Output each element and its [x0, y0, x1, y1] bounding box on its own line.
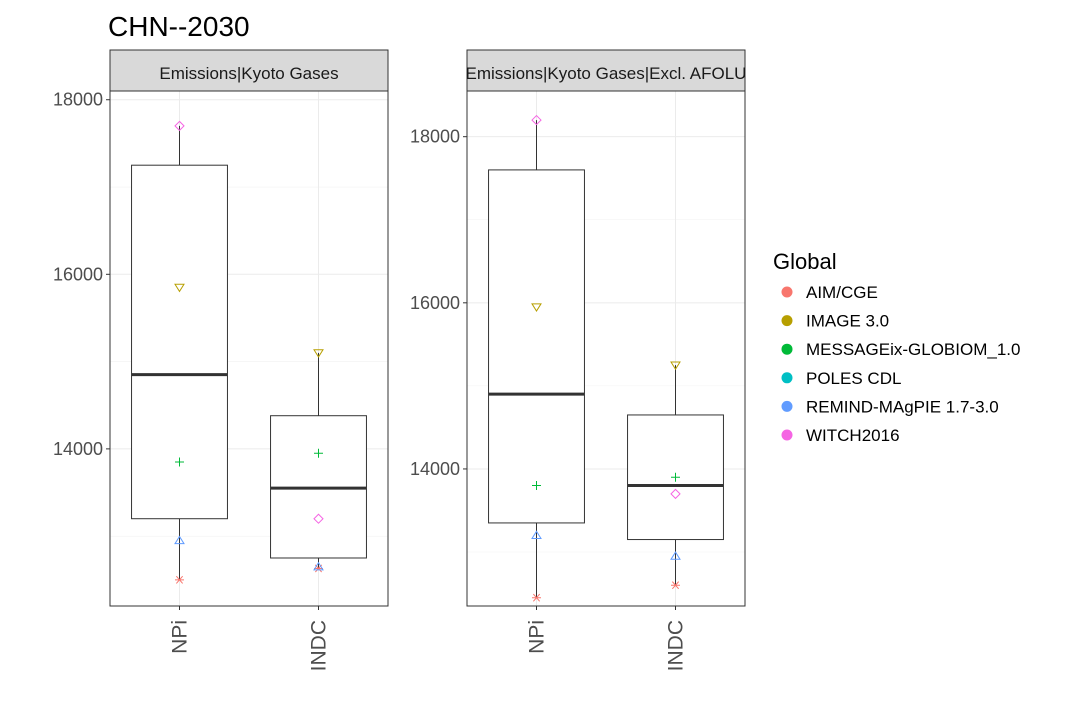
legend-label: IMAGE 3.0	[806, 312, 889, 331]
legend-label: POLES CDL	[806, 369, 901, 388]
data-point	[313, 561, 324, 571]
facet-strip	[466, 49, 746, 92]
legend-key	[781, 343, 793, 355]
boxplot	[131, 125, 228, 580]
boxplot	[270, 352, 367, 569]
y-tick-label: 14000	[410, 459, 460, 479]
facet-strip-label: Emissions|Kyoto Gases	[159, 64, 338, 83]
facet-strip	[109, 49, 389, 92]
data-point	[531, 114, 542, 126]
legend-key	[781, 286, 793, 298]
y-tick-label: 18000	[53, 90, 103, 110]
y-tick-label: 16000	[410, 293, 460, 313]
data-point	[531, 530, 542, 540]
x-tick-label: INDC	[665, 620, 688, 671]
data-point	[531, 303, 542, 312]
legend-label: MESSAGEix-GLOBIOM_1.0	[806, 340, 1020, 359]
data-point	[532, 593, 541, 602]
data-point	[670, 488, 681, 500]
data-point	[174, 120, 185, 132]
legend-key	[781, 372, 793, 384]
x-tick-label: NPi	[526, 620, 549, 654]
panel-border	[466, 90, 746, 607]
y-tick-label: 14000	[53, 439, 103, 459]
legend-key	[781, 429, 793, 441]
data-point	[671, 581, 680, 590]
boxplot	[488, 120, 585, 598]
data-point	[314, 448, 323, 458]
x-tick-label: NPi	[169, 620, 192, 654]
y-tick-label: 16000	[53, 264, 103, 284]
data-point	[671, 472, 680, 482]
legend-key	[781, 315, 793, 327]
facet-strip-text-group: Emissions|Kyoto Gases	[159, 64, 338, 83]
data-point	[670, 361, 681, 371]
legend-label: AIM/CGE	[806, 283, 878, 302]
data-point	[174, 535, 185, 545]
y-tick-label: 18000	[410, 127, 460, 147]
data-point	[175, 575, 184, 584]
legend-key	[781, 400, 793, 412]
facet-panels: Emissions|Kyoto Gases 14000 16000 18000 NPi I…	[53, 49, 747, 671]
data-point	[313, 513, 324, 524]
facet-strip-text-group: Emissions|Kyoto Gases|Excl. AFOLU	[466, 64, 747, 83]
legend-title: Global	[773, 249, 837, 274]
data-point	[670, 551, 681, 560]
data-point	[175, 457, 184, 467]
data-point	[532, 481, 541, 491]
panel-border	[109, 90, 389, 607]
data-point	[313, 349, 324, 358]
chart-title: CHN--2030	[108, 11, 250, 42]
legend-label: WITCH2016	[806, 426, 900, 445]
box	[488, 169, 585, 524]
facet-strip-label: Emissions|Kyoto Gases|Excl. AFOLU	[466, 64, 747, 83]
data-point	[174, 283, 185, 293]
facet-panel: Emissions|Kyoto Gases 14000 16000 18000 NPi I…	[53, 49, 389, 671]
x-tick-label: INDC	[308, 620, 331, 671]
legend: Global AIM/CGE IMAGE 3.0 MESSAGEix-GLOBIOM…	[773, 249, 1020, 445]
facet-panel: Emissions|Kyoto Gases|Excl. AFOLU 14000 16…	[410, 49, 747, 671]
legend-label: REMIND-MAgPIE 1.7-3.0	[806, 397, 999, 416]
